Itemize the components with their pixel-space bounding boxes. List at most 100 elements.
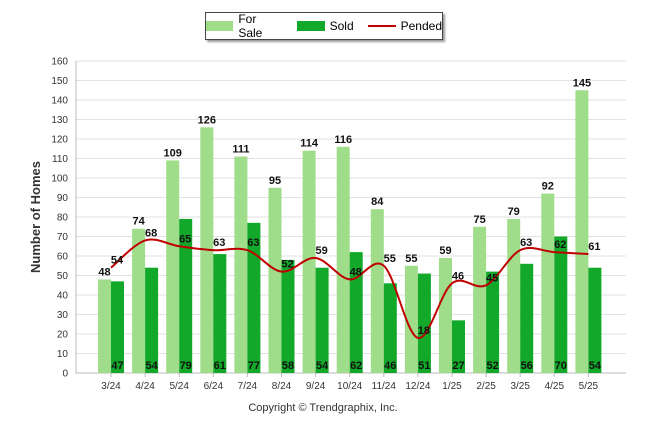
legend-label-sold: Sold [329, 19, 354, 33]
label-sold: 70 [555, 360, 567, 372]
label-sold: 27 [452, 360, 464, 372]
bar-sold [145, 267, 159, 373]
x-tick-label: 4/25 [545, 381, 565, 392]
x-tick-label: 3/24 [101, 381, 121, 392]
label-pended: 62 [554, 239, 566, 251]
for-sale-swatch [206, 21, 234, 31]
label-pended: 63 [520, 237, 532, 249]
copyright-text: Copyright © Trendgraphix, Inc. [248, 402, 398, 414]
label-for-sale: 126 [198, 114, 216, 126]
pended-line-path [110, 238, 589, 339]
x-tick-label: 6/24 [204, 381, 224, 392]
y-tick-label: 30 [57, 310, 69, 321]
bar-sold [588, 267, 602, 373]
label-sold: 58 [282, 360, 294, 372]
label-pended: 45 [486, 272, 498, 284]
label-pended: 61 [588, 241, 600, 253]
x-tick-label: 7/24 [238, 381, 258, 392]
bar-sold [281, 259, 295, 373]
x-tick-label: 5/25 [579, 381, 599, 392]
label-pended: 54 [111, 255, 124, 267]
label-sold: 62 [350, 360, 362, 372]
x-tick-label: 12/24 [405, 381, 430, 392]
y-tick-label: 50 [57, 271, 69, 282]
legend: For Sale Sold Pended [205, 12, 443, 40]
y-tick-label: 110 [52, 154, 68, 165]
label-sold: 77 [248, 360, 260, 372]
label-for-sale: 79 [508, 206, 520, 218]
bar-sold [452, 320, 465, 373]
x-tick-label: 10/24 [337, 381, 362, 392]
bars [98, 90, 602, 373]
y-tick-label: 150 [51, 76, 68, 87]
bar-for-sale [234, 156, 248, 373]
pended-line [110, 238, 589, 339]
pended-swatch [367, 25, 396, 27]
label-for-sale: 95 [269, 175, 281, 187]
label-pended: 18 [418, 325, 430, 337]
y-tick-label: 80 [57, 213, 69, 224]
bar-sold [315, 267, 329, 373]
y-tick-label: 70 [57, 232, 69, 243]
bar-sold [554, 236, 568, 373]
label-pended: 63 [247, 237, 259, 249]
label-sold: 79 [180, 360, 192, 372]
bar-for-sale [336, 146, 350, 373]
x-tick-label: 3/25 [510, 381, 530, 392]
x-tick-label: 8/24 [272, 381, 292, 392]
y-tick-label: 140 [51, 96, 68, 107]
y-tick-label: 160 [51, 57, 68, 68]
legend-item-for-sale: For Sale [206, 12, 283, 40]
label-pended: 59 [315, 245, 327, 257]
bar-sold [349, 252, 363, 373]
label-sold: 54 [589, 360, 602, 372]
label-pended: 46 [452, 270, 464, 282]
label-for-sale: 59 [439, 245, 451, 257]
y-tick-label: 130 [51, 115, 68, 126]
bar-sold [111, 281, 124, 373]
label-sold: 52 [486, 360, 498, 372]
bar-for-sale [302, 150, 316, 373]
y-tick-label: 120 [51, 135, 68, 146]
label-sold: 56 [521, 360, 533, 372]
legend-label-for-sale: For Sale [238, 12, 263, 40]
bar-for-sale [439, 257, 452, 373]
legend-item-pended: Pended [367, 19, 442, 33]
label-pended: 63 [213, 237, 225, 249]
y-tick-label: 40 [57, 291, 69, 302]
label-sold: 61 [214, 360, 226, 372]
label-for-sale: 55 [405, 253, 417, 265]
bar-for-sale [473, 226, 487, 373]
y-tick-label: 90 [57, 193, 69, 204]
x-axis-ticks: 3/24 4/24 5/24 6/24 7/24 8/24 9/24 10/24 11/24 12… [101, 373, 599, 392]
y-axis-label: Number of Homes [28, 161, 43, 273]
x-tick-label: 5/24 [169, 381, 189, 392]
label-for-sale: 111 [232, 144, 249, 156]
y-axis-ticks: 0 10 20 30 40 50 60 70 80 90 100 110 120 130 140 150 160 [51, 57, 68, 380]
sold-swatch [296, 21, 325, 31]
y-tick-label: 10 [57, 349, 69, 360]
label-pended: 65 [179, 233, 191, 245]
bar-for-sale [404, 265, 418, 373]
x-tick-label: 9/24 [306, 381, 326, 392]
y-tick-label: 20 [57, 330, 69, 341]
x-tick-label: 11/24 [372, 381, 397, 392]
bar-for-sale [370, 209, 384, 373]
bar-for-sale [507, 218, 521, 373]
label-for-sale: 84 [371, 196, 384, 208]
label-for-sale: 116 [334, 134, 352, 146]
bar-for-sale [132, 228, 146, 373]
y-tick-label: 60 [57, 252, 69, 263]
bar-for-sale [166, 160, 180, 373]
label-sold: 46 [384, 360, 396, 372]
data-labels: 48 47 74 54 109 79 126 61 111 77 95 58 114 54 116 62 84 4… [98, 77, 602, 372]
x-tick-label: 2/25 [476, 381, 496, 392]
bar-for-sale [575, 90, 589, 373]
x-tick-label: 4/24 [135, 381, 155, 392]
label-sold: 54 [316, 360, 329, 372]
label-for-sale: 114 [300, 138, 319, 150]
bar-sold [486, 271, 500, 373]
label-for-sale: 48 [98, 266, 110, 278]
bar-sold [417, 273, 431, 373]
